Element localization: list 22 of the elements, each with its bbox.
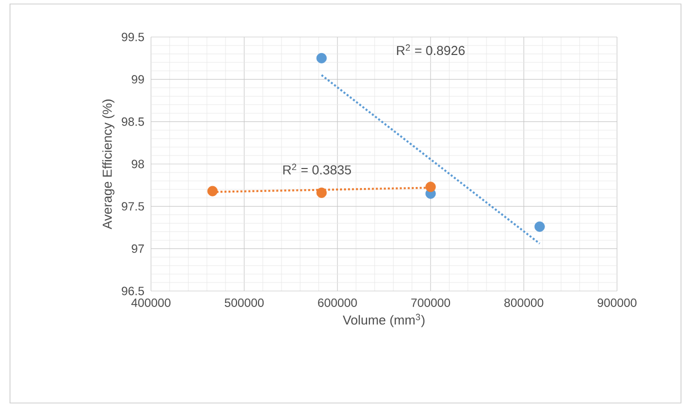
x-axis-title: Volume (mm$^{3}$) (342, 314, 424, 328)
y-axis-title: Average Efficiency (%) (102, 100, 114, 230)
point (316, 52, 327, 64)
x-tick-label: 400000 (131, 298, 170, 307)
y-tick-label: 99.5 (122, 32, 144, 42)
point (534, 221, 545, 232)
y-tick-label: 98 (132, 160, 144, 168)
annotation: R$^{2}$ = 0.3835 (283, 164, 351, 174)
y-tick-label: 97.5 (122, 202, 144, 211)
y-tick-label: 99 (132, 75, 144, 84)
y-tick-label: 98.5 (122, 117, 144, 126)
y-tick-label: 97 (132, 244, 144, 253)
point (207, 186, 218, 196)
x-tick-label: 900000 (598, 298, 636, 307)
x-tick-label: 700000 (411, 298, 450, 307)
annotation: R$^{2}$ = 0.8926 (397, 44, 465, 56)
x-tick-label: 800000 (504, 298, 544, 307)
x-tick-label: 500000 (224, 298, 264, 307)
x-tick-label: 600000 (318, 298, 357, 307)
point (316, 188, 327, 198)
y-tick-label: 96.5 (122, 286, 144, 296)
point (425, 182, 436, 192)
